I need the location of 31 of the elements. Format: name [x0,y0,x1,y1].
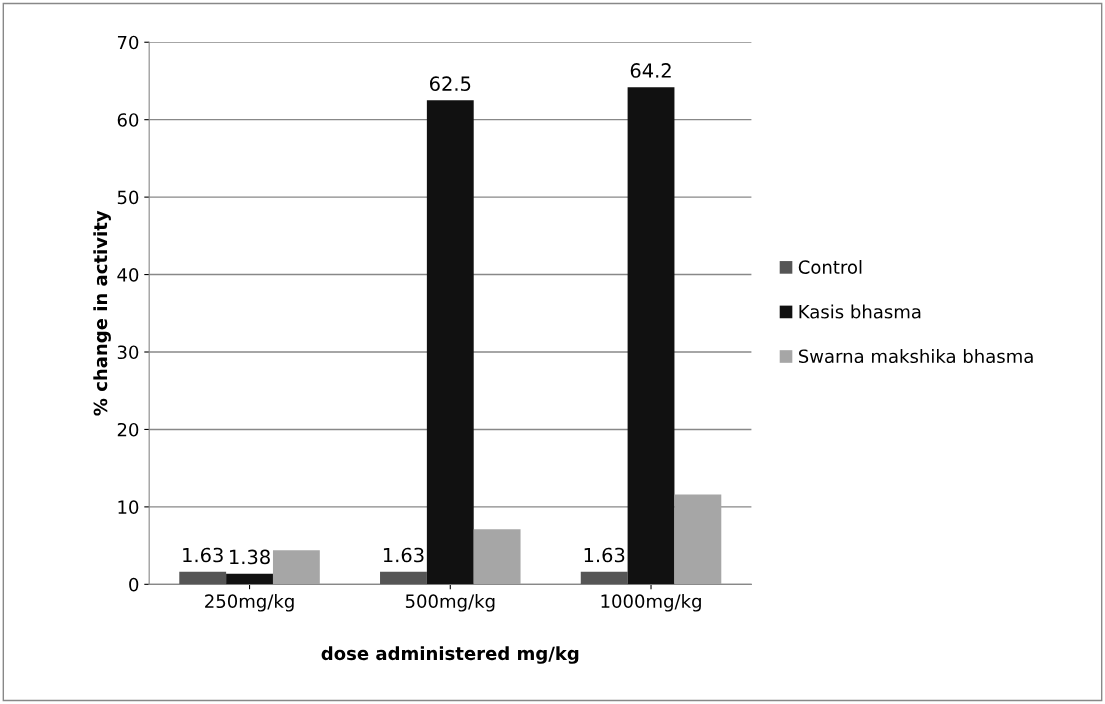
data-label: 62.5 [430,76,471,91]
legend-label: Kasis bhasma [799,304,921,319]
bar [380,571,427,585]
legend-label: Swarna makshika bhasma [798,349,1033,364]
legend-label: Control [798,259,862,274]
y-axis-title: % change in activity [93,210,111,416]
x-axis-title: dose administered mg/kg [321,646,579,664]
x-tick-label: 500mg/kg [405,594,495,612]
data-label: 1.38 [230,549,270,565]
bar [580,571,628,585]
data-label: 1.63 [383,547,424,563]
y-tick-label: 10 [118,500,139,514]
bar [272,550,320,585]
y-tick-label: 30 [117,345,139,360]
y-tick-label: 50 [117,190,139,205]
x-tick-label: 250mg/kg [205,594,294,612]
bar [226,573,273,585]
data-label: 1.63 [183,547,223,563]
bar [179,571,227,585]
bar [674,494,722,585]
y-tick-label: 20 [117,422,139,437]
x-tick-label: 1000mg/kg [601,594,701,612]
y-tick-label: 70 [117,35,139,50]
bar [426,100,474,585]
y-tick-label: 60 [117,113,139,127]
bar [627,87,675,585]
data-label: 64.2 [630,63,671,78]
data-label: 1.63 [584,547,625,563]
y-tick-label: 40 [117,268,139,282]
y-tick-label: 0 [129,577,139,592]
bar [473,529,521,585]
